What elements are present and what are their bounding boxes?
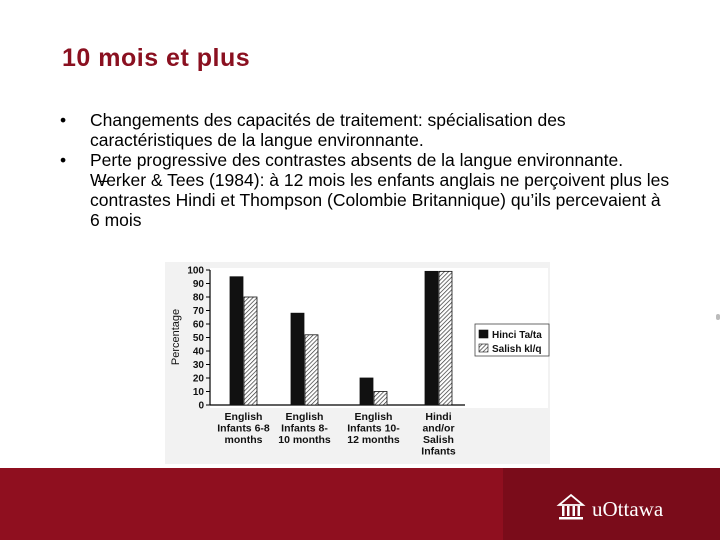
x-tick-label: Infants 10- (347, 423, 400, 435)
bar-hindi (229, 276, 244, 406)
x-tick-label: months (225, 434, 263, 446)
y-tick-label: 100 (187, 266, 204, 277)
slide-title: 10 mois et plus (62, 44, 251, 72)
x-tick-label: Infants (421, 446, 456, 458)
y-tick-label: 0 (198, 401, 204, 412)
y-tick-label: 70 (193, 306, 205, 317)
x-tick-label: English (225, 411, 263, 423)
sub-bullet-text: Werker & Tees (1984): à 12 mois les enfa… (90, 170, 670, 230)
y-tick-label: 10 (193, 387, 205, 398)
y-tick-label: 90 (193, 279, 205, 290)
legend-label: Hinci Ta/ta (492, 330, 542, 341)
footer-band-right (503, 468, 720, 540)
bullet-text: Perte progressive des contrastes absents… (90, 150, 624, 170)
bar-hindi (359, 377, 374, 406)
y-tick-label: 80 (193, 293, 205, 304)
y-tick-label: 60 (193, 320, 205, 331)
bullet-item: • Changements des capacités de traitemen… (60, 110, 670, 150)
university-building-icon (556, 492, 586, 527)
university-logo[interactable]: uOttawa (556, 492, 663, 527)
bar-salish (243, 296, 258, 406)
edge-mark (716, 314, 720, 320)
y-tick-label: 40 (193, 347, 205, 358)
bullet-text: Changements des capacités de traitement:… (90, 110, 566, 150)
x-tick-label: Hindi (425, 411, 451, 423)
legend-label: Salish kl/q (492, 344, 541, 355)
bar-hindi (424, 270, 439, 406)
bar-hindi (290, 312, 305, 406)
x-tick-label: 10 months (278, 434, 331, 446)
y-axis-label: Percentage (170, 309, 182, 365)
legend-swatch (478, 343, 489, 353)
y-tick-label: 50 (193, 333, 205, 344)
x-tick-label: and/or (422, 423, 454, 435)
footer-band (0, 468, 720, 540)
x-tick-label: Infants 8- (281, 423, 328, 435)
bullet-list: • Changements des capacités de traitemen… (60, 110, 670, 230)
x-tick-label: Salish (423, 434, 454, 446)
sub-bullet-item: – Werker & Tees (1984): à 12 mois les en… (60, 170, 670, 230)
x-tick-label: 12 months (347, 434, 400, 446)
logo-text: uOttawa (592, 497, 664, 521)
bar-salish (438, 270, 453, 406)
sub-bullet-marker: – (98, 170, 108, 190)
bullet-item: • Perte progressive des contrastes absen… (60, 150, 670, 170)
legend-swatch (478, 329, 489, 339)
bar-chart: 0102030405060708090100PercentageEnglishI… (165, 262, 550, 464)
x-tick-label: English (286, 411, 324, 423)
bullet-marker: • (60, 110, 67, 130)
bar-salish (304, 334, 319, 406)
x-tick-label: English (355, 411, 393, 423)
y-tick-label: 30 (193, 360, 205, 371)
bar-salish (373, 391, 388, 406)
bullet-marker: • (60, 150, 67, 170)
x-tick-label: Infants 6-8 (217, 423, 270, 435)
y-tick-label: 20 (193, 374, 205, 385)
